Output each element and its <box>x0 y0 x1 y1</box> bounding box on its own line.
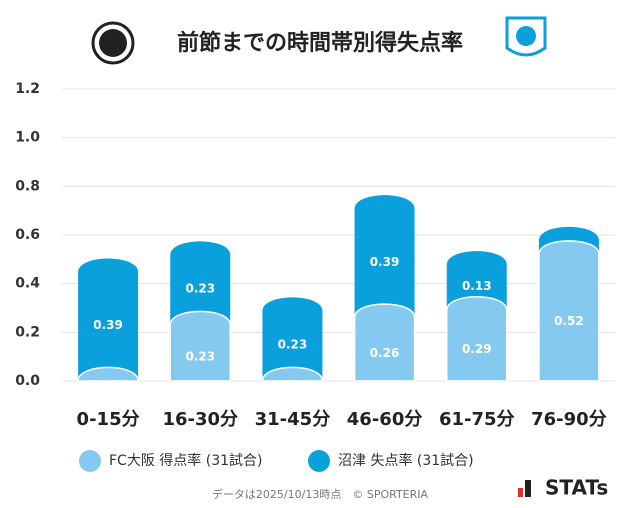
data-label: 0.23 <box>185 350 215 364</box>
legend-swatch <box>79 450 101 472</box>
x-tick-label: 61-75分 <box>439 409 515 430</box>
data-label: 0.39 <box>370 255 400 269</box>
y-tick-label: 0.2 <box>15 324 40 340</box>
legend-swatch <box>308 450 330 472</box>
x-tick-label: 31-45分 <box>255 409 331 430</box>
legend-label: FC大阪 得点率 (31試合) <box>109 452 262 469</box>
team-logo-left-inner <box>99 29 127 57</box>
y-tick-label: 0.0 <box>15 373 40 389</box>
bar-segment <box>262 297 323 381</box>
team-logo-right-inner <box>516 26 536 46</box>
bar-segment <box>169 310 231 382</box>
y-tick-label: 1.0 <box>15 130 40 146</box>
data-label: 0.13 <box>462 279 492 293</box>
y-tick-label: 0.8 <box>15 178 40 194</box>
y-tick-label: 0.6 <box>15 227 40 243</box>
y-tick-label: 1.2 <box>15 81 40 97</box>
chart-title: 前節までの時間帯別得失点率 <box>177 30 463 56</box>
data-label: 0.23 <box>278 338 308 352</box>
data-label: 0.26 <box>370 346 400 360</box>
x-tick-label: 46-60分 <box>347 409 423 430</box>
y-tick-label: 0.4 <box>15 276 40 292</box>
footer: データは2025/10/13時点 © SPORTERIA <box>212 487 429 501</box>
x-tick-label: 76-90分 <box>531 409 607 430</box>
brand-icon <box>518 488 523 497</box>
data-label: 0.29 <box>462 342 492 356</box>
data-label: 0.52 <box>554 314 584 328</box>
bar-segment <box>77 366 139 382</box>
legend-label: 沼津 失点率 (31試合) <box>338 452 474 469</box>
bar-segment <box>261 366 324 382</box>
x-tick-label: 0-15分 <box>77 409 140 430</box>
data-label: 0.23 <box>185 282 215 296</box>
bar-segment <box>446 296 508 382</box>
bar-segment <box>538 240 600 382</box>
brand-icon <box>525 480 531 497</box>
data-label: 0.39 <box>93 318 123 332</box>
x-tick-label: 16-30分 <box>162 409 238 430</box>
bar-segment <box>353 303 416 382</box>
brand: STATs <box>545 476 608 500</box>
bar-segment <box>78 258 139 381</box>
